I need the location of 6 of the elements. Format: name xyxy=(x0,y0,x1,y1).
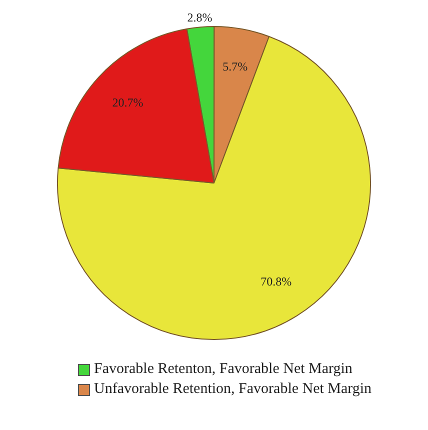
data-label: 5.7% xyxy=(222,60,248,74)
legend-label: Favorable Retenton, Favorable Net Margin xyxy=(94,361,352,378)
data-label: 70.8% xyxy=(260,274,292,289)
legend-label: Unfavorable Retention, Favorable Net Margin xyxy=(94,381,372,398)
data-label: 20.7% xyxy=(112,95,144,110)
data-label: 2.8% xyxy=(187,10,212,24)
